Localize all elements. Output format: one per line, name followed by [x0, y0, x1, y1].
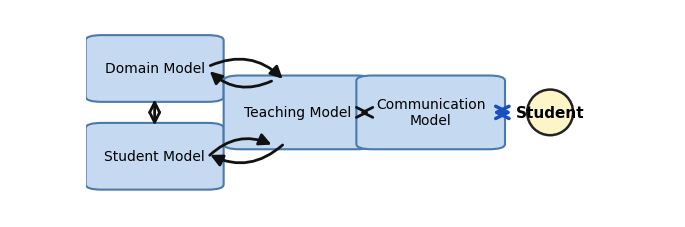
FancyBboxPatch shape — [356, 76, 505, 150]
Ellipse shape — [527, 90, 573, 136]
Text: Domain Model: Domain Model — [105, 62, 205, 76]
Text: Communication
Model: Communication Model — [376, 98, 486, 128]
FancyBboxPatch shape — [86, 123, 223, 190]
Text: Student: Student — [516, 105, 584, 120]
FancyBboxPatch shape — [86, 36, 223, 102]
Text: Student Model: Student Model — [104, 150, 205, 164]
Text: Teaching Model: Teaching Model — [245, 106, 351, 120]
FancyBboxPatch shape — [223, 76, 373, 150]
